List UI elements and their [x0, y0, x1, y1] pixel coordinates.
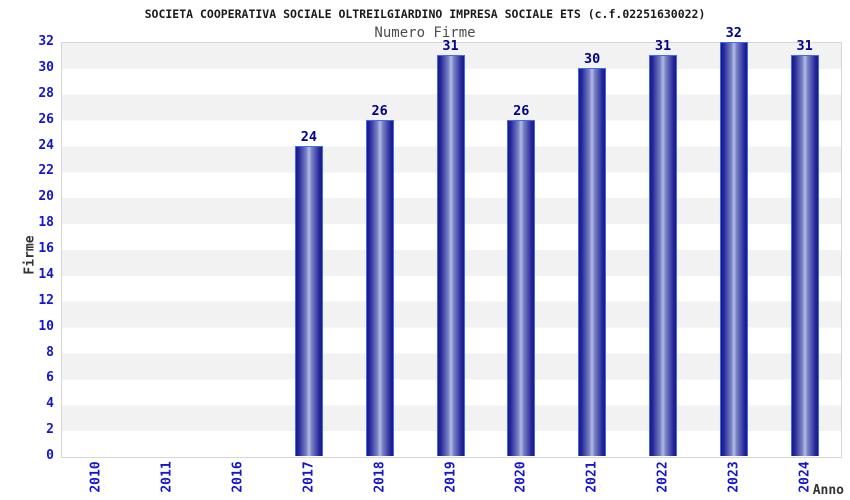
bar-2021 [578, 67, 607, 456]
x-axis-title: Anno [812, 483, 844, 498]
x-tick-label: 2019 [443, 461, 458, 493]
y-tick-label: 26 [38, 111, 54, 127]
y-tick-label: 22 [38, 163, 54, 179]
y-tick-label: 10 [38, 318, 54, 334]
bar-2022 [648, 54, 677, 456]
bar-2020 [507, 119, 536, 456]
x-tick-label: 2017 [301, 461, 317, 493]
y-tick-label: 28 [38, 85, 54, 101]
y-tick-label: 2 [46, 422, 54, 438]
y-tick-label: 0 [46, 448, 54, 463]
bar-value-label: 32 [725, 25, 742, 41]
bar-2019 [436, 54, 465, 456]
x-tick-label: 2021 [584, 461, 600, 493]
y-tick-label: 8 [46, 344, 54, 360]
x-tick-label: 2024 [797, 461, 813, 493]
y-tick-label: 18 [38, 215, 54, 231]
x-tick-label: 2022 [655, 461, 671, 493]
y-tick-label: 6 [46, 370, 54, 386]
x-tick-label: 2016 [230, 461, 246, 493]
x-tick-label: 2018 [372, 461, 388, 493]
x-tick-label: 2020 [513, 461, 529, 493]
bar-value-label: 24 [300, 128, 317, 145]
bar-value-label: 26 [371, 102, 388, 119]
y-tick-label: 12 [38, 292, 54, 308]
bar-value-label: 30 [583, 50, 601, 67]
x-tick-label: 2011 [159, 461, 175, 493]
bar-2018 [365, 119, 394, 456]
bar-value-label: 31 [796, 37, 813, 54]
bar-value-label: 31 [654, 37, 672, 54]
bar-2024 [790, 54, 819, 456]
x-tick-label: 2010 [88, 461, 104, 493]
bar-value-label: 31 [442, 37, 459, 54]
bar-value-label: 26 [513, 102, 530, 119]
y-tick-label: 32 [38, 34, 54, 49]
bar-2017 [294, 145, 323, 456]
y-tick-label: 24 [38, 137, 54, 153]
y-tick-label: 20 [38, 189, 54, 205]
chart-subtitle: Numero Firme [374, 25, 476, 41]
y-tick-label: 14 [38, 266, 54, 282]
chart-title: SOCIETA COOPERATIVA SOCIALE OLTREILGIARD… [144, 7, 706, 21]
bar-2023 [719, 42, 748, 456]
y-tick-label: 4 [46, 396, 54, 412]
x-tick-label: 2023 [726, 461, 742, 493]
y-tick-label: 30 [38, 59, 54, 75]
y-tick-label: 16 [38, 241, 54, 256]
